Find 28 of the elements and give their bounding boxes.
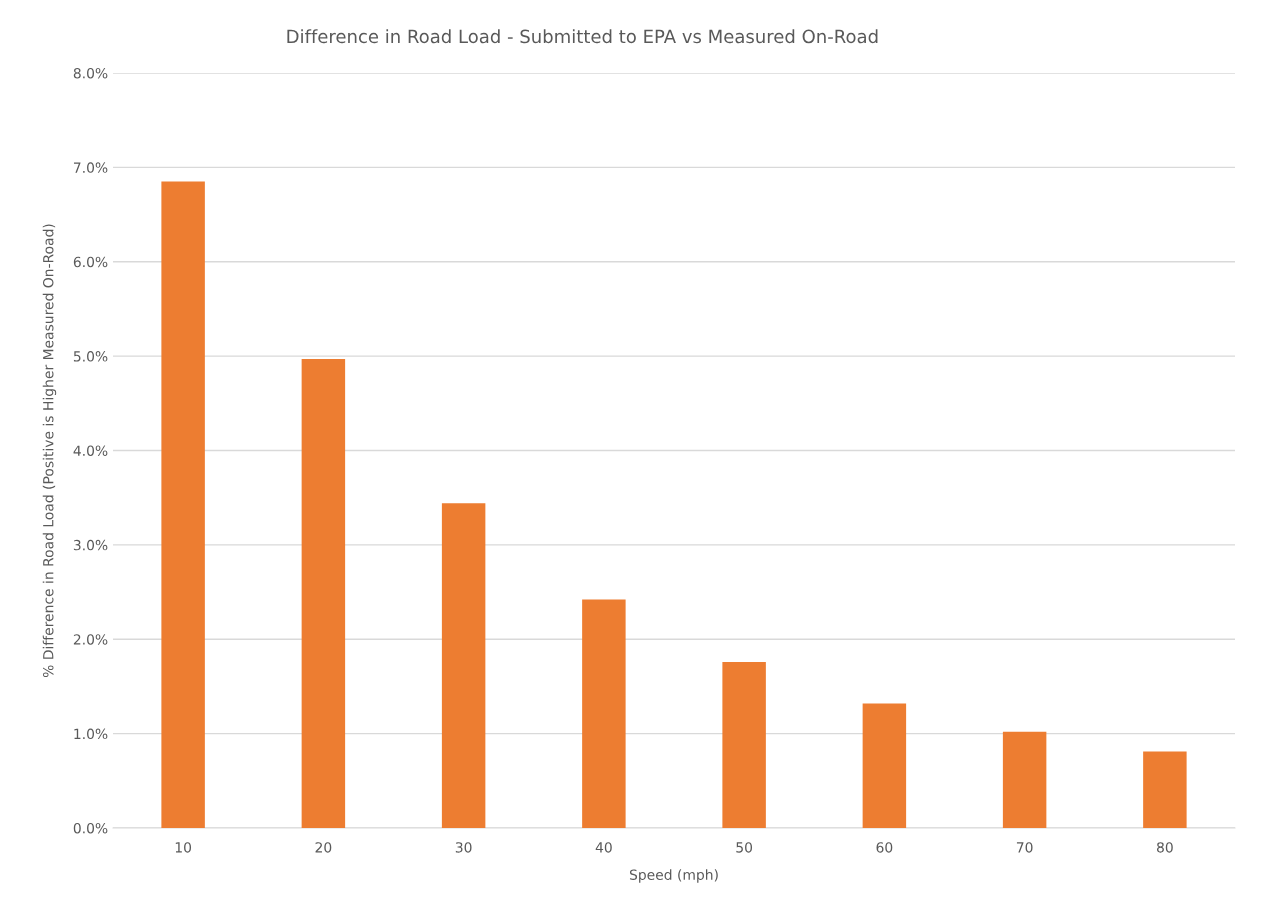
y-tick-label: 0.0% (73, 822, 108, 834)
x-tick-label: 80 (1156, 842, 1173, 853)
bar (582, 599, 626, 828)
bar (1002, 731, 1047, 828)
y-tick-label: 5.0% (73, 351, 108, 362)
y-tick-label: 2.0% (73, 634, 108, 645)
y-tick-label: 7.0% (73, 162, 108, 173)
x-tick-label: 50 (736, 842, 753, 853)
y-tick-label: 3.0% (73, 539, 108, 551)
y-tick-label: 4.0% (73, 445, 108, 456)
bar (862, 703, 907, 828)
y-tick-label: 6.0% (73, 256, 108, 268)
x-tick-label: 60 (876, 842, 893, 853)
bar (301, 358, 346, 828)
y-tick-label: 1.0% (74, 728, 108, 740)
x-tick-label: 30 (455, 842, 472, 853)
bar (441, 503, 486, 828)
x-tick-label: 20 (315, 842, 332, 853)
x-tick-label: 70 (1016, 842, 1033, 853)
bar (1143, 751, 1187, 828)
x-tick-label: 10 (175, 842, 192, 853)
x-tick-label: 40 (595, 842, 612, 853)
bar (722, 661, 766, 828)
chart-title: Difference in Road Load - Submitted to EPA vs Measured On-Road (287, 29, 878, 44)
y-axis-title: % Difference in Road Load (Positive is Higher Measured On-Road) (42, 224, 57, 678)
y-tick-label: 8.0% (73, 67, 108, 79)
x-axis-title: Speed (mph) (629, 869, 718, 883)
bar (161, 181, 205, 828)
